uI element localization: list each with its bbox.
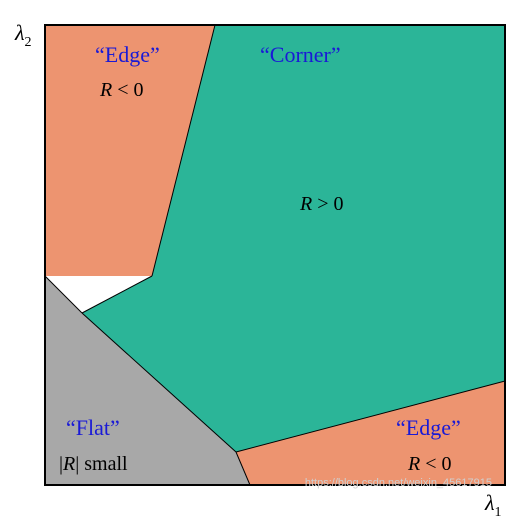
corner-sub: R > 0	[299, 193, 344, 215]
axis-y-label: λ2	[14, 20, 32, 50]
flat-sub: |R| small	[59, 453, 128, 475]
watermark-text: https://blog.csdn.net/weixin_45617915	[305, 477, 492, 489]
edge-bottom-sub: R < 0	[407, 453, 452, 475]
corner-title: “Corner”	[260, 42, 341, 67]
diagram-container: “Edge” R < 0 “Corner” R > 0 “Edge” R < 0 “Flat…	[0, 0, 522, 517]
harris-response-diagram: “Edge” R < 0 “Corner” R > 0 “Edge” R < 0 “Flat…	[0, 0, 522, 517]
edge-top-title: “Edge”	[95, 42, 160, 67]
flat-title: “Flat”	[66, 415, 120, 440]
edge-bottom-title: “Edge”	[396, 415, 461, 440]
axis-x-label: λ1	[484, 490, 502, 517]
edge-top-sub: R < 0	[99, 79, 144, 101]
